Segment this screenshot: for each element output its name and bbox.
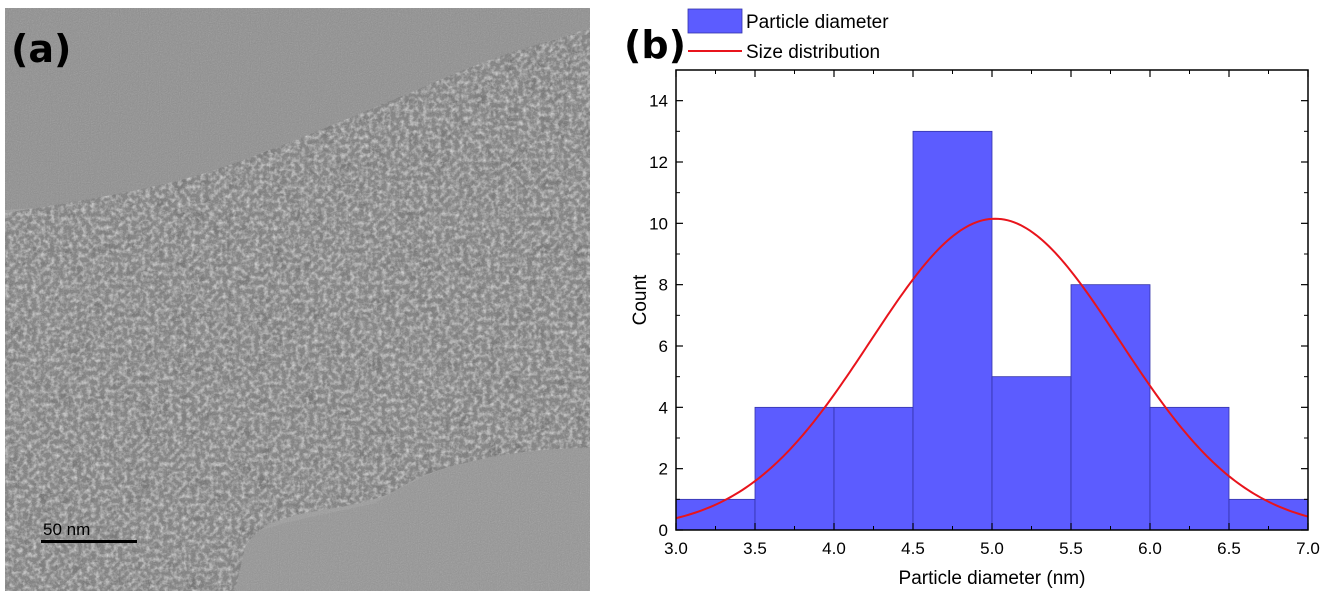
histogram-bar-4 [912,130,993,531]
x-tick-label: 6.0 [1138,539,1162,558]
y-tick-label: 2 [659,460,668,479]
x-tick-label: 4.5 [901,539,925,558]
y-axis: 0 2 4 6 8 10 12 14 [649,92,1308,540]
tem-micrograph-image: (a) 50 nm [5,8,590,591]
histogram-bars [675,130,1309,531]
x-tick-label: 5.5 [1059,539,1083,558]
histogram-chart: (b) 3.0 3.5 4.0 4.5 5.0 5.5 6.0 6.5 7.0 0 2 4 6 8 10 1… [624,8,1320,589]
legend-swatch-particle-diameter [687,8,743,34]
x-axis-title: Particle diameter (nm) [899,568,1086,589]
x-tick-label: 5.0 [980,539,1004,558]
scale-bar-label: 50 nm [43,520,90,539]
x-tick-label: 4.0 [822,539,846,558]
histogram-bar-8 [1228,498,1309,531]
x-tick-label: 3.5 [743,539,767,558]
scale-bar: 50 nm [41,520,137,543]
size-distribution-curve [675,217,1309,520]
panel-b-label: (b) [624,23,686,67]
histogram-bar-2 [754,406,835,531]
legend-label-particle-diameter: Particle diameter [746,12,889,33]
histogram-bar-5 [991,376,1072,531]
y-tick-label: 10 [649,214,668,233]
y-axis-title: Count [630,274,651,325]
y-tick-label: 4 [659,398,668,417]
histogram-panel: (b) 3.0 3.5 4.0 4.5 5.0 5.5 6.0 6.5 7.0 0 2 4 6 8 10 1… [600,0,1335,594]
histogram-bar-6 [1070,284,1151,531]
histogram-bar-7 [1149,406,1230,531]
chart-legend: Particle diameter Size distribution [687,8,889,63]
y-tick-label: 6 [659,337,668,356]
x-axis: 3.0 3.5 4.0 4.5 5.0 5.5 6.0 6.5 7.0 [664,70,1320,558]
histogram-bar-3 [833,406,914,531]
tem-micrograph-panel: (a) 50 nm [5,8,590,591]
x-tick-label: 7.0 [1296,539,1320,558]
y-tick-label: 12 [649,153,668,172]
x-tick-label: 6.5 [1217,539,1241,558]
x-tick-label: 3.0 [664,539,688,558]
scale-bar-line [41,540,137,543]
y-tick-label: 8 [659,276,668,295]
y-tick-label: 0 [659,521,668,540]
panel-a-label: (a) [11,27,71,71]
y-tick-label: 14 [649,92,668,111]
legend-label-size-distribution: Size distribution [746,42,880,63]
